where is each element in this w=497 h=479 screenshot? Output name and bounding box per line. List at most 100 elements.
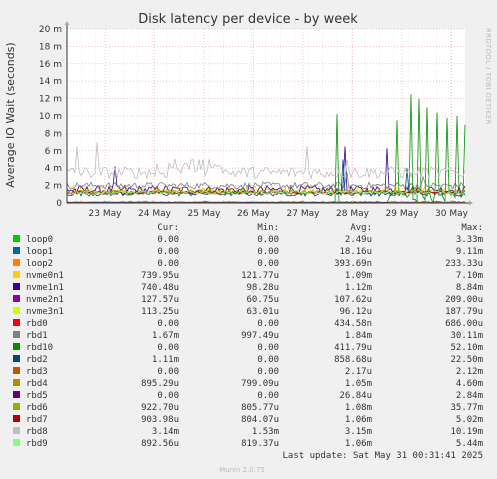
legend-avg-rbd8: 3.15m [345,427,372,437]
legend-min-nvme0n1: 121.77u [241,271,279,281]
legend-swatch-rbd3 [13,367,20,374]
legend-max-rbd3: 2.12m [456,367,483,377]
series-line-nvme3n1 [66,200,466,203]
legend-name-rbd3: rbd3 [26,367,48,377]
legend-avg-loop0: 2.49u [345,235,372,245]
y-tick-label: 0 [56,199,62,209]
legend-max-rbd5: 2.84m [456,391,483,401]
legend-name-rbd2: rbd2 [26,355,48,365]
legend-name-rbd5: rbd5 [26,391,48,401]
legend-max-rbd8: 10.19m [450,427,483,437]
legend-swatch-rbd1 [13,331,20,338]
legend-max-loop2: 233.33u [445,259,483,269]
y-tick-label: 10 m [39,112,62,122]
munin-footer: Munin 2.0.75 [219,466,265,474]
legend-min-nvme1n1: 98.28u [246,283,279,293]
legend-name-loop1: loop1 [26,247,53,257]
legend-avg-rbd5: 26.84u [339,391,372,401]
legend-cur-nvme0n1: 739.95u [141,271,179,281]
legend-avg-nvme0n1: 1.09m [345,271,372,281]
legend-max-rbd4: 4.60m [456,379,483,389]
legend-avg-loop2: 393.69n [334,259,372,269]
legend-avg-rbd1: 1.84m [345,331,372,341]
legend-min-loop2: 0.00 [257,259,279,269]
y-tick-label: 6 m [45,147,62,157]
legend-min-nvme2n1: 60.75u [246,295,279,305]
legend-swatch-rbd9 [13,439,20,446]
legend-swatch-rbd8 [13,427,20,434]
legend-header-max: Max: [461,223,483,233]
legend-min-rbd3: 0.00 [257,367,279,377]
legend-name-nvme2n1: nvme2n1 [26,295,64,305]
legend-swatch-loop0 [13,235,20,242]
legend-avg-nvme1n1: 1.12m [345,283,372,293]
legend-cur-nvme1n1: 740.48u [141,283,179,293]
legend-avg-nvme3n1: 96.12u [339,307,372,317]
x-tick-label: 27 May [287,209,321,219]
y-tick-label: 16 m [39,60,62,70]
legend-max-rbd0: 686.00u [445,319,483,329]
legend-name-rbd0: rbd0 [26,319,48,329]
legend-min-loop0: 0.00 [257,235,279,245]
legend: Cur: Min: Avg: Max: loop0 0.00 0.00 2.49u 3.… [13,223,483,449]
legend-cur-rbd8: 3.14m [152,427,179,437]
legend-cur-nvme3n1: 113.25u [141,307,179,317]
legend-avg-nvme2n1: 107.62u [334,295,372,305]
legend-swatch-rbd10 [13,343,20,350]
legend-avg-rbd10: 411.79u [334,343,372,353]
x-axis-arrow [469,200,473,206]
legend-header-avg: Avg: [350,223,372,233]
legend-name-rbd4: rbd4 [26,379,48,389]
legend-max-loop1: 9.11m [456,247,483,257]
rrdtool-side-label: RRDTOOL / TOBI OETIKER [484,28,492,125]
legend-min-nvme3n1: 63.01u [246,307,279,317]
legend-cur-rbd5: 0.00 [157,391,179,401]
legend-min-rbd9: 819.37u [241,439,279,449]
legend-swatch-rbd6 [13,403,20,410]
legend-min-loop1: 0.00 [257,247,279,257]
y-tick-label: 18 m [39,42,62,52]
x-tick-label: 26 May [237,209,271,219]
legend-min-rbd5: 0.00 [257,391,279,401]
legend-cur-rbd7: 903.98u [141,415,179,425]
legend-min-rbd6: 805.77u [241,403,279,413]
legend-max-nvme3n1: 187.79u [445,307,483,317]
x-tick-label: 28 May [336,209,370,219]
legend-swatch-rbd4 [13,379,20,386]
last-update: Last update: Sat May 31 00:31:41 2025 [283,451,483,461]
x-axis-ticks: 23 May 24 May 25 May 26 May 27 May 28 May 29 M… [89,209,469,219]
legend-min-rbd8: 1.53m [252,427,279,437]
legend-min-rbd10: 0.00 [257,343,279,353]
legend-swatch-loop2 [13,259,20,266]
legend-cur-rbd2: 1.11m [152,355,179,365]
legend-cur-rbd3: 0.00 [157,367,179,377]
axes [64,21,473,206]
legend-max-loop0: 3.33m [456,235,483,245]
legend-avg-rbd2: 858.68u [334,355,372,365]
legend-avg-rbd3: 2.17u [345,367,372,377]
legend-max-rbd6: 35.77m [450,403,483,413]
y-tick-label: 8 m [45,129,62,139]
legend-cur-rbd4: 895.29u [141,379,179,389]
legend-swatch-loop1 [13,247,20,254]
legend-name-rbd9: rbd9 [26,439,48,449]
legend-name-rbd7: rbd7 [26,415,48,425]
legend-max-nvme1n1: 8.84m [456,283,483,293]
x-tick-label: 25 May [188,209,222,219]
legend-swatch-nvme3n1 [13,307,20,314]
legend-cur-loop1: 0.00 [157,247,179,257]
legend-avg-rbd7: 1.06m [345,415,372,425]
legend-swatch-rbd5 [13,391,20,398]
legend-max-nvme2n1: 209.00u [445,295,483,305]
series-line-rbd8 [66,142,466,181]
legend-name-loop2: loop2 [26,259,53,269]
legend-cur-rbd1: 1.67m [152,331,179,341]
legend-name-rbd6: rbd6 [26,403,48,413]
legend-header-cur: Cur: [157,223,179,233]
legend-swatch-rbd2 [13,355,20,362]
legend-avg-rbd6: 1.08m [345,403,372,413]
legend-swatch-nvme2n1 [13,295,20,302]
legend-min-rbd2: 0.00 [257,355,279,365]
legend-max-rbd9: 5.44m [456,439,483,449]
